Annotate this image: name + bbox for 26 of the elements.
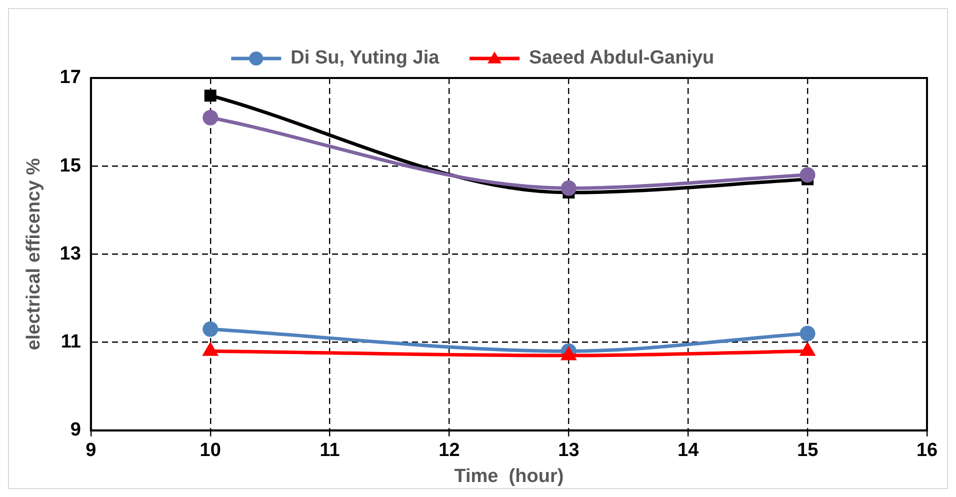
- legend-label: Saeed Abdul-Ganiyu: [529, 48, 714, 69]
- point: [202, 321, 218, 337]
- y-tick-label: 17: [60, 67, 81, 88]
- point: [204, 90, 216, 102]
- y-tick-label: 13: [60, 243, 81, 264]
- point: [562, 348, 576, 360]
- point: [800, 167, 816, 183]
- point: [800, 326, 816, 342]
- x-tick-label: 11: [320, 440, 340, 462]
- point: [560, 180, 576, 196]
- point: [203, 343, 218, 356]
- x-axis-title: Time (hour): [454, 466, 564, 487]
- x-tick-label: 10: [200, 440, 221, 462]
- x-tick-label: 9: [86, 440, 96, 462]
- point: [202, 110, 218, 126]
- x-tick-label: 12: [438, 440, 460, 462]
- x-tick-label: 13: [558, 440, 580, 462]
- legend-label: Di Su, Yuting Jia: [290, 48, 440, 69]
- y-axis-title: electrical efficency %: [24, 158, 45, 350]
- y-tick-label: 11: [60, 332, 82, 353]
- y-tick-label: 9: [70, 420, 81, 441]
- x-tick-label: 14: [678, 440, 700, 462]
- y-tick-label: 15: [60, 155, 82, 176]
- point: [800, 343, 815, 356]
- x-tick-label: 16: [916, 440, 938, 462]
- x-tick-label: 15: [796, 440, 819, 462]
